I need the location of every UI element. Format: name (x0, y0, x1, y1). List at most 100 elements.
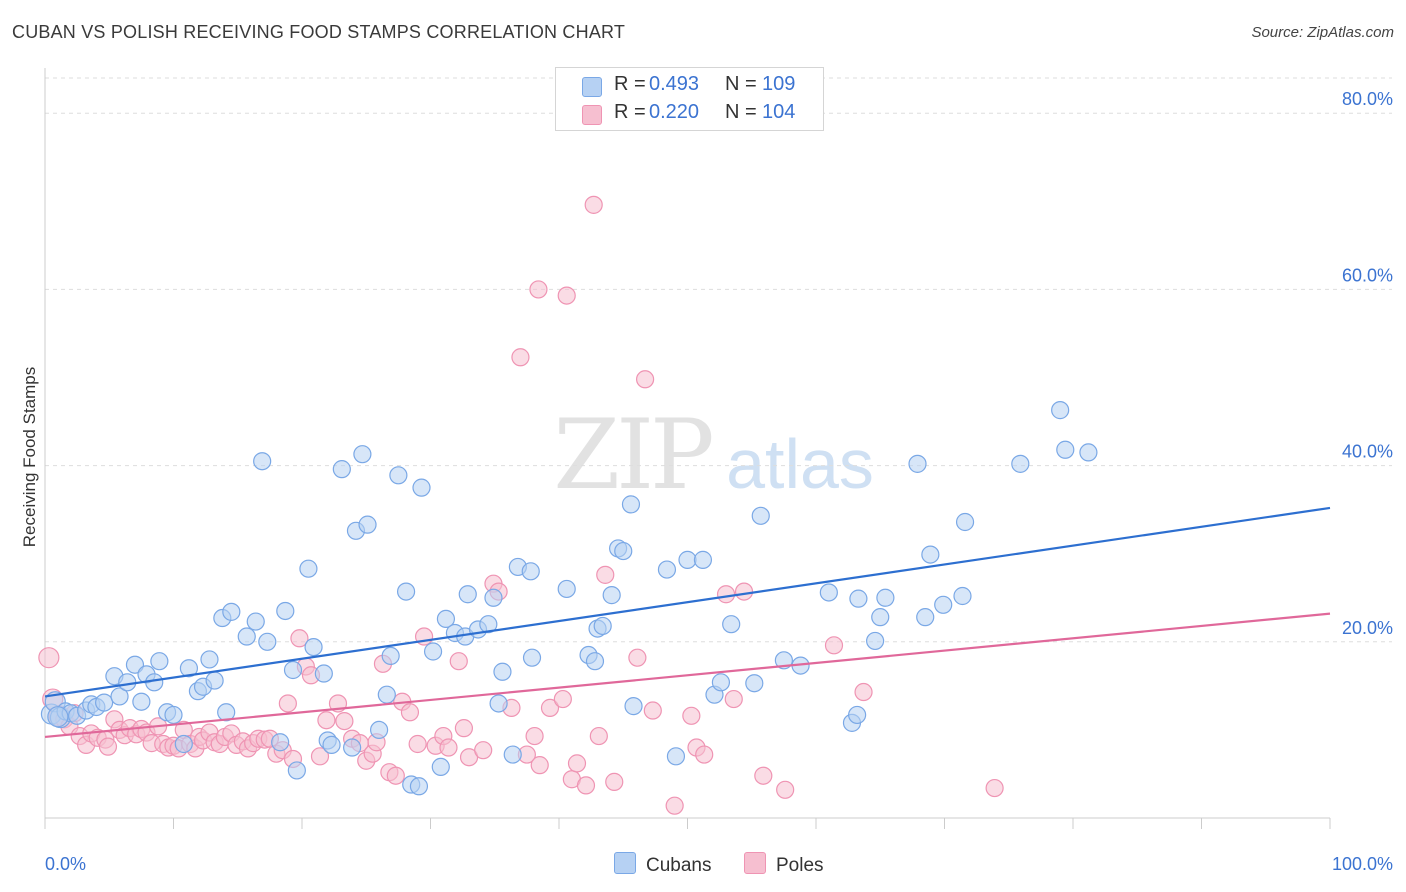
poles-point (584, 195, 603, 214)
poles-point (540, 698, 560, 717)
cubans-point (304, 637, 323, 657)
cubans-point (370, 720, 389, 740)
poles-point (824, 636, 844, 655)
poles-point (525, 726, 544, 746)
r-label: R = (614, 101, 646, 123)
cubans-point (585, 652, 605, 671)
cubans-point (110, 687, 129, 706)
cubans-point (871, 608, 890, 627)
poles-point (682, 706, 701, 725)
legend-row-poles: R = 0.220 N = 104 (556, 101, 823, 129)
y-axis-label: Receiving Food Stamps (20, 367, 39, 547)
cubans-point (745, 674, 764, 693)
cubans-point (332, 460, 351, 479)
r-label: R = (614, 73, 646, 95)
cubans-point (287, 761, 306, 780)
poles-point (716, 585, 736, 604)
poles-points (38, 195, 1004, 815)
poles-point (695, 745, 714, 764)
poles-point (724, 689, 743, 709)
cubans-point (866, 631, 885, 651)
poles-point (734, 582, 754, 601)
cubans-point (258, 632, 277, 651)
n-value-cubans: 109 (762, 73, 796, 95)
watermark-atlas: atlas (726, 425, 874, 503)
watermark: ZIP atlas (553, 399, 874, 511)
cubans-point (436, 609, 456, 629)
cubans-point (222, 602, 241, 621)
cubans-point (848, 705, 867, 725)
cubans-point (934, 595, 953, 614)
cubans-point (174, 734, 193, 754)
cubans-point (602, 586, 621, 605)
grid (45, 77, 1392, 643)
cubans-point (132, 692, 151, 711)
cubans-point (921, 545, 940, 564)
cubans-point (503, 745, 522, 764)
cubans-point (423, 642, 443, 661)
cubans-point (246, 612, 265, 631)
cubans-point (314, 664, 333, 683)
poles-trend-line (44, 612, 1331, 739)
poles-point (605, 772, 624, 791)
cubans-point (593, 616, 612, 636)
poles-point (474, 741, 493, 760)
poles-point (596, 565, 615, 584)
poles-point (335, 711, 354, 731)
cubans-point (353, 445, 372, 464)
poles-point (557, 286, 576, 305)
poles-point (454, 719, 474, 738)
cubans-point (276, 601, 295, 621)
cubans-legend-swatch (614, 852, 636, 874)
cubans-point (322, 735, 341, 754)
cubans-point (95, 693, 114, 712)
poles-swatch (582, 105, 602, 125)
n-label: N = (725, 101, 757, 123)
poles-point (665, 796, 684, 815)
poles-point (98, 737, 118, 756)
cubans-point (693, 550, 713, 569)
cubans-point (377, 685, 396, 704)
cubans-point (557, 579, 576, 599)
cubans-point (711, 673, 731, 692)
cubans-point (271, 733, 290, 752)
cubans-point (678, 550, 697, 569)
poles-point (310, 747, 330, 766)
poles-point (635, 370, 655, 389)
poles-point (985, 778, 1004, 798)
cubans-point (389, 466, 408, 485)
cubans-point (164, 705, 183, 725)
y-tick-label: 40.0% (1342, 442, 1393, 462)
poles-point (530, 756, 549, 775)
cubans-point (484, 588, 503, 607)
cubans-point (955, 512, 975, 532)
cubans-point (624, 697, 643, 716)
cubans-point (381, 646, 400, 666)
poles-point (529, 280, 548, 299)
cubans-point (253, 452, 272, 471)
cubans-point (916, 608, 935, 627)
poles-point (854, 682, 873, 702)
trend-lines (44, 506, 1331, 739)
cubans-point (283, 660, 303, 680)
bottom-legend-poles: Poles (744, 852, 824, 876)
poles-point (278, 694, 297, 713)
cubans-point (396, 582, 416, 601)
cubans-point (722, 615, 741, 634)
cubans-point (458, 585, 477, 604)
poles-point (567, 754, 587, 773)
cubans-point (522, 648, 542, 667)
cubans-point (493, 662, 512, 681)
poles-point (776, 780, 795, 799)
cubans-point (1011, 454, 1030, 473)
cubans-point (412, 478, 431, 497)
poles-point (754, 766, 773, 785)
cubans-point (217, 703, 236, 722)
poles-point (511, 348, 530, 367)
cubans-point (205, 671, 224, 690)
cubans-point (657, 560, 677, 579)
legend-row-cubans: R = 0.493 N = 109 (556, 73, 823, 101)
cubans-point (621, 495, 641, 514)
poles-point (386, 766, 405, 785)
